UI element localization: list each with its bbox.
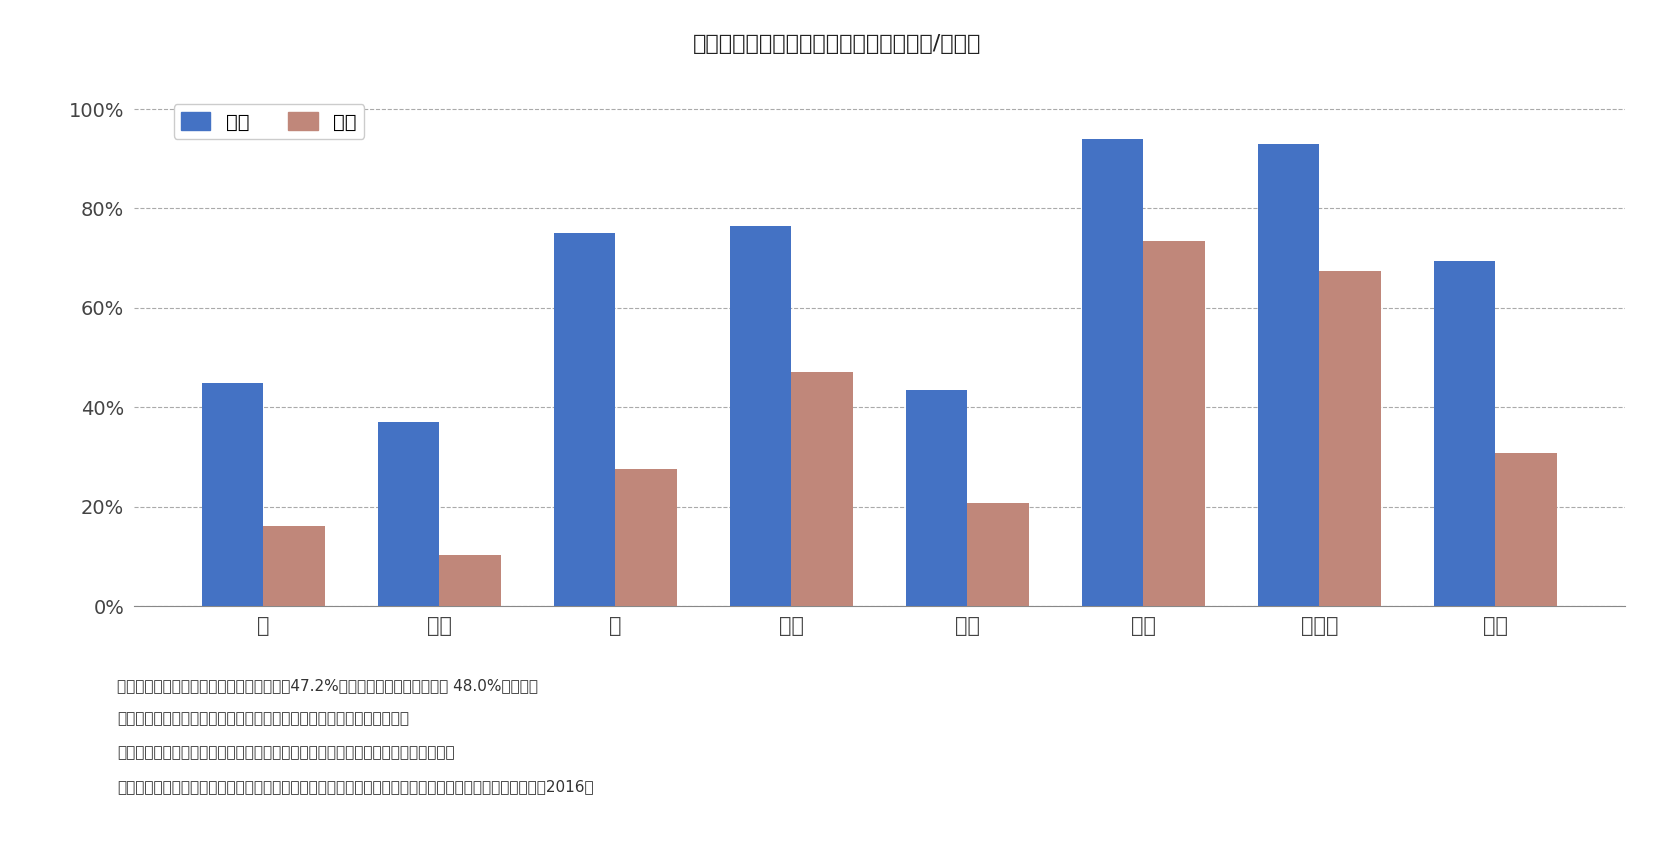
Bar <box>906 390 968 606</box>
Text: （出所）日本：国立がん研究センター、全がん協部位別臨床病期別５年相対生存率: （出所）日本：国立がん研究センター、全がん協部位別臨床病期別５年相対生存率 <box>117 745 456 760</box>
Bar <box>1320 271 1380 606</box>
Bar <box>263 525 325 606</box>
Bar <box>1258 144 1320 606</box>
Bar <box>439 555 501 606</box>
Bar <box>1082 139 1144 606</box>
Bar <box>791 371 853 606</box>
Text: （注）中国の大腸の５年生存率は、結腸（47.2%）のもので、直腸の場合は 48.0%である。: （注）中国の大腸の５年生存率は、結腸（47.2%）のもので、直腸の場合は 48.… <box>117 678 538 693</box>
Bar <box>968 504 1028 606</box>
Bar <box>554 233 615 606</box>
Bar <box>1434 261 1496 606</box>
Bar <box>730 226 791 606</box>
Text: 図表５　がんの部位別５年生存率（日本/中国）: 図表５ がんの部位別５年生存率（日本/中国） <box>693 34 982 54</box>
Legend: 日本, 中国: 日本, 中国 <box>174 104 365 139</box>
Bar <box>615 469 677 606</box>
Bar <box>1144 242 1204 606</box>
Bar <box>379 423 439 606</box>
Bar <box>1496 453 1558 606</box>
Text: 乳腺（乳がん）については日本・中国とも女性のデータである。: 乳腺（乳がん）については日本・中国とも女性のデータである。 <box>117 711 409 727</box>
Text: 中国：国家がんセンター全国腫瘍予防・治療研究弁公室、中国腫瘍登記工作指導ハンドブック（2016）: 中国：国家がんセンター全国腫瘍予防・治療研究弁公室、中国腫瘍登記工作指導ハンドブ… <box>117 779 595 794</box>
Bar <box>201 382 263 606</box>
